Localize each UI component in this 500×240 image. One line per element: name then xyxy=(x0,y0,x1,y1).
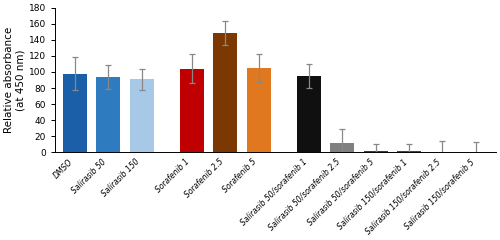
Bar xyxy=(364,151,388,152)
Bar xyxy=(63,73,87,152)
Bar xyxy=(397,151,421,152)
Bar xyxy=(330,144,354,152)
Bar xyxy=(180,69,204,152)
Bar xyxy=(296,76,321,152)
Bar xyxy=(246,68,270,152)
Bar xyxy=(96,77,120,152)
Bar xyxy=(213,33,237,152)
Y-axis label: Relative absorbance
(at 450 nm): Relative absorbance (at 450 nm) xyxy=(4,27,26,133)
Bar xyxy=(130,79,154,152)
